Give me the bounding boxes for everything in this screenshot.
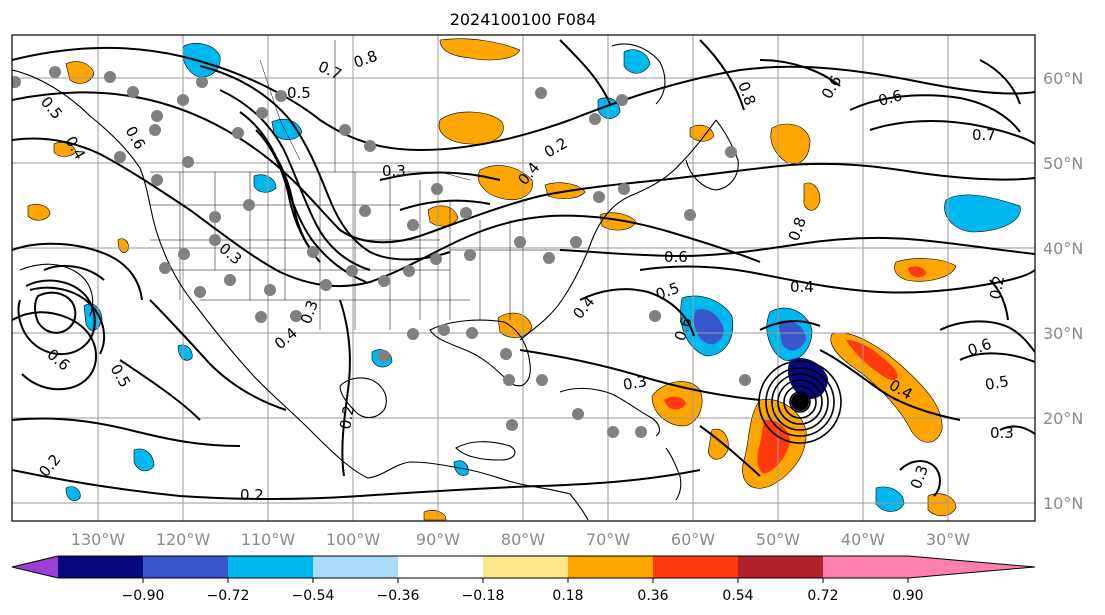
positive-shade (757, 419, 790, 474)
positive-shade (770, 123, 811, 164)
colorbar-tick-label: 0.36 (637, 588, 668, 604)
lat-label: 40°N (1043, 239, 1083, 258)
positive-shade (894, 258, 957, 282)
positive-shade (439, 38, 521, 61)
contour-label: 0.4 (790, 278, 814, 296)
coastlines (12, 43, 739, 521)
colorbar-segment (313, 556, 398, 578)
colorbar-segment (398, 556, 483, 578)
positive-shade (478, 165, 533, 200)
colorbar-tick-label: −0.90 (122, 588, 165, 604)
map-title: 2024100100 F084 (450, 10, 597, 29)
colorbar-outline (11, 555, 1036, 579)
storm-contours (758, 360, 842, 444)
contour-label: 0.2 (240, 486, 264, 504)
lon-label: 60°W (671, 530, 715, 549)
colorbar-tick-label: 0.72 (807, 588, 838, 604)
contour-lines (12, 39, 1035, 500)
colorbar-segment (653, 556, 738, 578)
contour-label: 0.3 (382, 162, 406, 180)
negative-shade (133, 448, 155, 472)
colorbar-tick-label: −0.18 (462, 588, 505, 604)
lon-label: 50°W (756, 530, 800, 549)
colorbar-ticks (142, 578, 909, 583)
colorbar-right-extension (908, 556, 1035, 578)
colorbar-tick-label: −0.72 (207, 588, 250, 604)
contour-label: 0.3 (990, 424, 1014, 442)
map-content: 0.7 0.8 0.5 0.6 0.4 0.3 0.2 0.4 0.6 0.5 … (12, 35, 1035, 521)
lon-label: 120°W (156, 530, 211, 549)
colorbar-tick-label: −0.36 (377, 588, 420, 604)
colorbar-tick-label: −0.54 (292, 588, 335, 604)
observation-dots (12, 66, 751, 438)
negative-shade (623, 49, 651, 74)
longitude-labels: 130°W 120°W 110°W 100°W 90°W 80°W 70°W 6… (71, 530, 970, 549)
colorbar-segment (58, 556, 143, 578)
positive-shade (908, 266, 926, 278)
positive-shade (53, 142, 77, 157)
positive-shade (438, 111, 504, 145)
negative-shade (271, 119, 303, 141)
negative-shade (875, 486, 905, 512)
storm-center-marker (791, 393, 809, 411)
colorbar-segment (823, 556, 908, 578)
lon-label: 90°W (416, 530, 460, 549)
colorbar-tick-label: 0.54 (722, 588, 753, 604)
lon-label: 40°W (841, 530, 885, 549)
lon-label: 110°W (241, 530, 296, 549)
colorbar-tick-label: 0.18 (552, 588, 583, 604)
colorbar-left-extension (12, 556, 58, 578)
negative-shade (253, 174, 277, 193)
positive-shade (846, 340, 898, 381)
negative-shade (693, 309, 724, 345)
lon-label: 30°W (926, 530, 970, 549)
contour-label: 0.2 (336, 404, 358, 431)
positive-shade (664, 396, 686, 410)
colorbar-segment (228, 556, 313, 578)
colorbar-segment (143, 556, 228, 578)
latitude-labels: 60°N 50°N 40°N 30°N 20°N 10°N (1043, 69, 1083, 513)
lat-label: 60°N (1043, 69, 1083, 88)
lon-label: 130°W (71, 530, 126, 549)
contour-label: 0.6 (664, 248, 688, 266)
positive-shade (423, 510, 447, 521)
positive-shade (27, 204, 51, 221)
lat-label: 30°N (1043, 324, 1083, 343)
lat-label: 20°N (1043, 409, 1083, 428)
positive-shade (427, 205, 459, 227)
contour-label: 0.7 (972, 126, 996, 144)
lon-label: 70°W (586, 530, 630, 549)
negative-shade (778, 320, 806, 351)
lon-label: 100°W (326, 530, 381, 549)
contour-label: 0.5 (984, 372, 1011, 394)
lat-label: 10°N (1043, 494, 1083, 513)
negative-shade (177, 344, 193, 361)
positive-shade (689, 124, 715, 142)
contour-label: 0.2 (986, 274, 1008, 301)
colorbar-segment (568, 556, 653, 578)
negative-shade (944, 194, 1021, 233)
colorbar-tick-label: 0.90 (892, 588, 923, 604)
colorbar-segment (483, 556, 568, 578)
map-border (11, 34, 1036, 522)
colorbar: −0.90 −0.72 −0.54 −0.36 −0.18 0.18 0.36 … (11, 555, 1036, 604)
contour-label: 0.5 (287, 84, 311, 102)
negative-shade (65, 486, 81, 501)
contour-label: 0.3 (622, 372, 649, 394)
positive-shade (927, 493, 957, 517)
contour-label: 0.6 (876, 86, 904, 110)
lon-label: 80°W (501, 530, 545, 549)
positive-shade (803, 182, 821, 211)
colorbar-segment (738, 556, 823, 578)
positive-shade (830, 332, 943, 443)
lat-label: 50°N (1043, 154, 1083, 173)
